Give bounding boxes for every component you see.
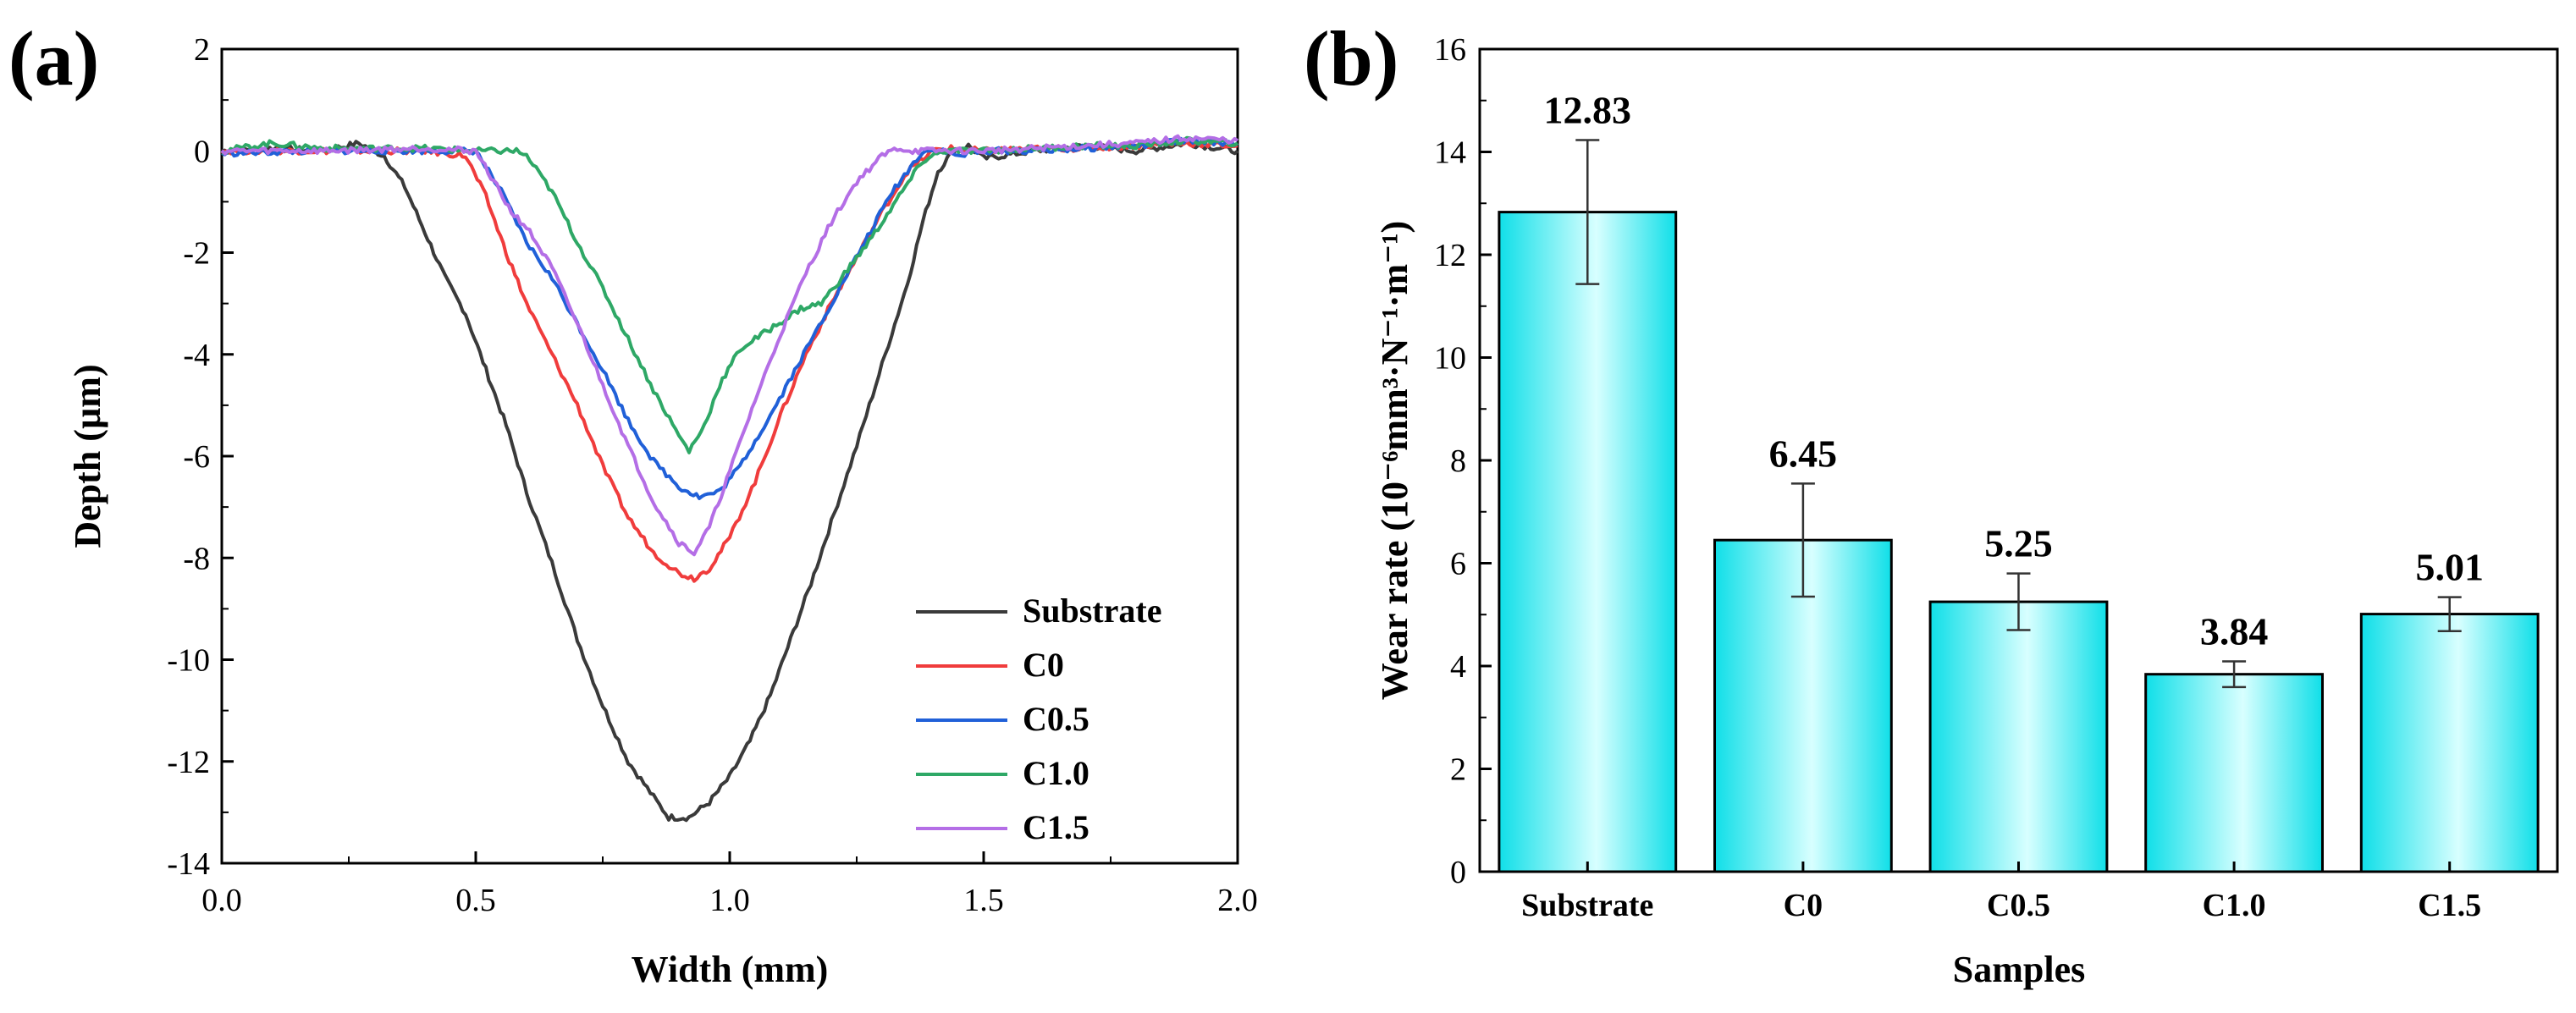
depth-profile-chart: 0.0 0.5 1.0 1.5 2.0 2 0 -2 -4 -6 -8 -10 -12 -14 Subst… <box>67 32 1258 990</box>
bars: 12.83 Substrate 6.45 C0 5.25 C0.5 3.84 C1.0 5.01… <box>1498 89 2540 923</box>
y-tick-label-b: 2 <box>1450 752 1466 788</box>
bar-Substrate <box>1498 211 1678 873</box>
y-tick-label-a: -12 <box>167 745 210 780</box>
bar-C1.5 <box>2359 613 2540 873</box>
y-tick-label-b: 12 <box>1434 238 1466 273</box>
category-label: Substrate <box>1521 888 1653 923</box>
legend-label: C0.5 <box>1023 700 1089 738</box>
x-tick-label-a: 2.0 <box>1217 883 1258 918</box>
category-label: C0.5 <box>1987 888 2050 923</box>
bar-C1.0 <box>2144 673 2324 873</box>
y-tick-label-a: -6 <box>183 439 210 475</box>
y-tick-label-b: 0 <box>1450 855 1466 890</box>
y-tick-label-b: 8 <box>1450 443 1466 479</box>
bar-value-label: 12.83 <box>1544 89 1632 132</box>
y-tick-label-a: -14 <box>167 846 210 882</box>
legend-label: C1.0 <box>1023 754 1089 792</box>
y-axis-title-a: Depth (µm) <box>67 364 108 548</box>
panel-label-b: (b) <box>1304 15 1398 102</box>
y-tick-label-a: -4 <box>183 338 210 373</box>
y-tick-label-b: 6 <box>1450 547 1466 582</box>
bar-value-label: 5.01 <box>2415 546 2484 589</box>
bar-value-label: 5.25 <box>1984 522 2053 565</box>
axis-ticks-b: 0 2 4 6 8 10 12 14 16 <box>1434 32 1492 890</box>
category-label: C0 <box>1784 888 1823 923</box>
series-line-C1.5 <box>220 134 1239 557</box>
axis-ticks-a: 0.0 0.5 1.0 1.5 2.0 2 0 -2 -4 -6 -8 -10 -12 -14 <box>167 32 1257 918</box>
x-tick-label-a: 0.5 <box>455 883 496 918</box>
y-tick-label-a: 0 <box>194 134 210 169</box>
legend-label: C0 <box>1023 646 1064 684</box>
profile-lines <box>220 134 1239 823</box>
category-label: C1.5 <box>2418 888 2481 923</box>
y-axis-title-b: Wear rate (10⁻⁶mm³·N⁻¹·m⁻¹) <box>1374 221 1415 700</box>
wear-rate-chart: 0 2 4 6 8 10 12 14 16 12.83 Substrate 6.45 C0 5.25 C0… <box>1374 32 2559 990</box>
legend-label: C1.5 <box>1023 808 1089 846</box>
x-tick-label-a: 1.0 <box>709 883 750 918</box>
y-tick-label-a: 2 <box>194 32 210 68</box>
series-line-C0 <box>220 140 1238 583</box>
legend-a: Substrate C0 C0.5 C1.0 C1.5 <box>916 592 1161 846</box>
y-tick-label-a: -10 <box>167 643 210 679</box>
y-tick-label-b: 16 <box>1434 32 1466 68</box>
series-line-C1.0 <box>221 135 1238 454</box>
plot-frame-a <box>220 47 1239 865</box>
y-tick-label-b: 14 <box>1434 135 1466 171</box>
x-tick-label-a: 1.5 <box>963 883 1004 918</box>
x-tick-label-a: 0.0 <box>201 883 242 918</box>
category-label: C1.0 <box>2203 888 2266 923</box>
y-tick-label-b: 4 <box>1450 649 1466 685</box>
y-tick-label-b: 10 <box>1434 341 1466 377</box>
x-axis-title-a: Width (mm) <box>632 949 829 990</box>
y-tick-label-a: -2 <box>183 236 210 272</box>
bar-value-label: 3.84 <box>2200 610 2269 653</box>
series-line-C0.5 <box>221 136 1239 500</box>
panel-label-a: (a) <box>8 15 99 102</box>
bar-value-label: 6.45 <box>1769 432 1838 475</box>
y-tick-label-a: -8 <box>183 541 210 576</box>
legend-label: Substrate <box>1023 592 1161 630</box>
x-axis-title-b: Samples <box>1953 949 2085 990</box>
bar-C0.5 <box>1928 600 2109 873</box>
